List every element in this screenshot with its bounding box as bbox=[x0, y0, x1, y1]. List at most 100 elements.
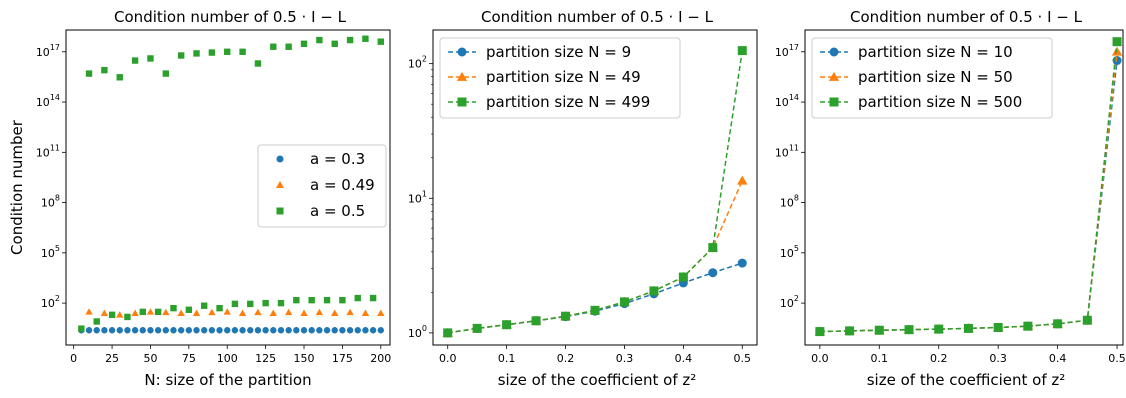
plot-frame bbox=[432, 29, 758, 346]
data-point bbox=[323, 327, 331, 334]
y-tick-label: 1011 bbox=[775, 143, 799, 159]
legend-marker bbox=[457, 47, 467, 57]
chart-panel-2: Condition number of 0.5 · I − L 0.0 0.1 0.2… bbox=[408, 8, 758, 389]
data-point bbox=[177, 327, 185, 334]
y-tick-label: 102 bbox=[780, 294, 799, 310]
y-tick-label: 1017 bbox=[36, 43, 60, 59]
data-point bbox=[293, 327, 300, 334]
x-tick-label: 0.1 bbox=[498, 352, 516, 365]
legend-marker bbox=[828, 71, 840, 81]
legend-label: partition size N = 50 bbox=[858, 68, 1013, 86]
data-point bbox=[1082, 315, 1092, 325]
data-point bbox=[85, 327, 93, 334]
data-point bbox=[200, 327, 208, 334]
x-tick-label: 0 bbox=[70, 352, 77, 365]
data-point bbox=[737, 175, 748, 185]
data-point bbox=[362, 35, 369, 42]
legend-entry: partition size N = 49 bbox=[448, 68, 641, 86]
x-axis-label: size of the coefficient of z² bbox=[498, 371, 697, 389]
x-tick-label: 50 bbox=[143, 352, 157, 365]
data-point bbox=[238, 309, 247, 316]
data-point bbox=[239, 327, 246, 334]
data-point bbox=[162, 70, 170, 77]
data-point bbox=[331, 40, 338, 47]
data-point bbox=[262, 327, 269, 334]
y-tick-label: 108 bbox=[780, 194, 799, 210]
data-point bbox=[361, 309, 370, 316]
legend-box bbox=[257, 144, 387, 228]
y-tick-label: 102 bbox=[408, 55, 427, 71]
data-point bbox=[285, 327, 292, 334]
data-point bbox=[177, 52, 185, 59]
data-point bbox=[231, 327, 239, 334]
data-point bbox=[369, 294, 377, 302]
y-tick-label: 101 bbox=[408, 189, 427, 205]
chart-panel-1: Condition number of 0.5 · I − L 0 25 50 75 10… bbox=[8, 8, 391, 389]
data-point bbox=[845, 326, 855, 336]
data-point bbox=[963, 323, 973, 333]
data-point bbox=[300, 309, 308, 316]
data-point bbox=[185, 327, 193, 334]
series-3 bbox=[815, 37, 1122, 337]
data-point bbox=[708, 243, 718, 253]
series-3 bbox=[443, 46, 747, 338]
data-point bbox=[146, 308, 155, 315]
legend-marker bbox=[275, 180, 285, 189]
data-point bbox=[308, 327, 315, 334]
data-point bbox=[377, 38, 384, 45]
x-tick-label: 150 bbox=[294, 352, 315, 365]
data-point bbox=[131, 309, 139, 316]
data-point bbox=[346, 327, 354, 334]
data-point bbox=[208, 308, 216, 316]
series-1 bbox=[78, 327, 384, 334]
x-axis-label: N: size of the partition bbox=[144, 371, 311, 389]
data-point bbox=[239, 48, 246, 55]
legend: partition size N = 9 partition size N = 4… bbox=[439, 37, 681, 119]
data-point bbox=[315, 308, 324, 316]
legend-marker bbox=[276, 155, 284, 163]
x-tick-label: 0.0 bbox=[811, 352, 829, 365]
data-point bbox=[993, 323, 1003, 333]
data-point bbox=[216, 327, 223, 334]
legend-label: a = 0.5 bbox=[310, 202, 365, 220]
data-point bbox=[254, 60, 262, 67]
data-point bbox=[131, 57, 139, 64]
chart-panel-3: Condition number of 0.5 · I − L 0.0 0.1 0.2… bbox=[775, 8, 1126, 389]
data-point bbox=[362, 327, 369, 334]
x-tick-label: 25 bbox=[105, 352, 119, 365]
legend-entry: partition size N = 500 bbox=[820, 93, 1022, 111]
data-point bbox=[1053, 319, 1063, 329]
data-point bbox=[293, 296, 300, 304]
legend: partition size N = 10 partition size N = … bbox=[811, 37, 1053, 119]
x-tick-label: 0.3 bbox=[989, 352, 1007, 365]
x-tick-label: 175 bbox=[332, 352, 353, 365]
data-point bbox=[262, 299, 269, 307]
data-point bbox=[649, 286, 659, 296]
data-point bbox=[270, 327, 277, 334]
data-point bbox=[78, 325, 85, 332]
x-tick-label: 0.0 bbox=[439, 352, 457, 365]
data-point bbox=[154, 308, 162, 316]
x-tick-label: 100 bbox=[217, 352, 238, 365]
data-point bbox=[224, 327, 231, 334]
series-2 bbox=[85, 308, 385, 318]
data-point bbox=[162, 308, 170, 316]
legend-box bbox=[439, 37, 681, 119]
data-point bbox=[285, 43, 292, 50]
data-point bbox=[346, 308, 354, 316]
x-tick-label: 0.4 bbox=[675, 352, 693, 365]
data-point bbox=[124, 313, 131, 321]
legend-entry: partition size N = 9 bbox=[448, 43, 631, 61]
x-tick-label: 125 bbox=[255, 352, 276, 365]
y-axis-label: Condition number bbox=[8, 119, 26, 255]
data-point bbox=[1112, 37, 1122, 47]
x-tick-label: 0.5 bbox=[734, 352, 752, 365]
data-point bbox=[300, 327, 308, 334]
data-point bbox=[254, 327, 262, 334]
x-tick-label: 0.2 bbox=[930, 352, 948, 365]
data-point bbox=[147, 55, 154, 62]
legend: a = 0.3 a = 0.49 a = 0.5 bbox=[257, 144, 387, 228]
chart-title: Condition number of 0.5 · I − L bbox=[114, 8, 347, 26]
data-point bbox=[101, 327, 108, 334]
data-point bbox=[354, 327, 361, 334]
